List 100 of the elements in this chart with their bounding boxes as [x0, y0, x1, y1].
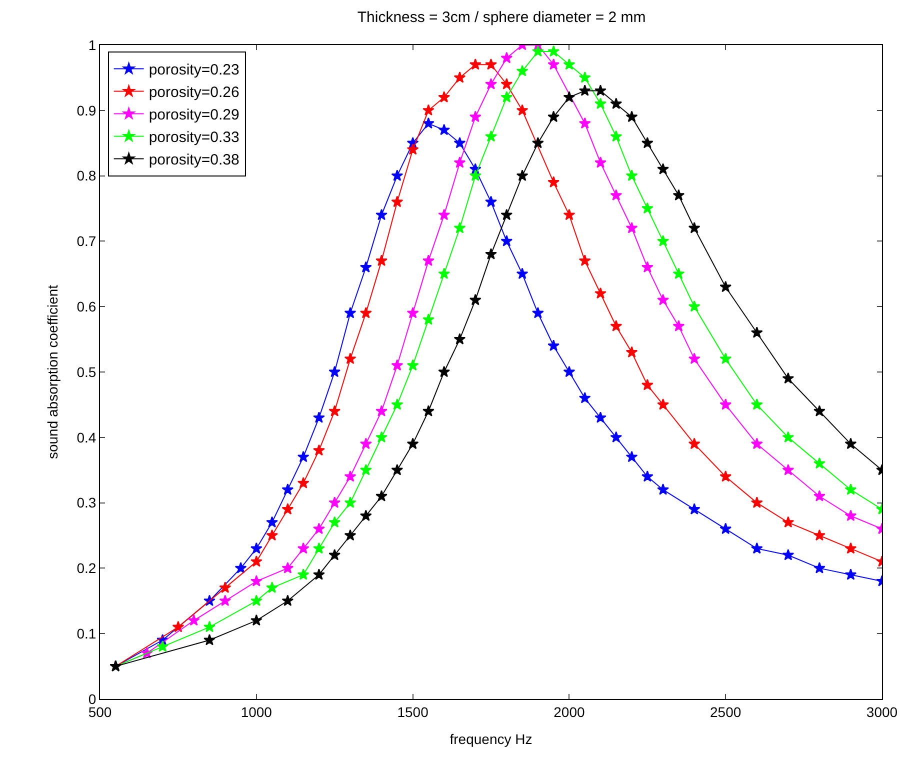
point	[438, 91, 450, 102]
point	[500, 91, 513, 102]
point	[750, 542, 763, 554]
x-tick-label: 3000	[866, 704, 898, 720]
point	[188, 614, 200, 626]
point	[641, 202, 654, 214]
point	[594, 412, 606, 423]
point	[657, 163, 669, 174]
point	[485, 78, 497, 90]
point	[814, 562, 826, 574]
point	[297, 542, 310, 554]
point	[500, 52, 513, 64]
point	[376, 208, 388, 220]
point	[626, 346, 638, 358]
point	[391, 196, 404, 208]
y-tick-label: 0.7	[76, 233, 96, 250]
point	[360, 510, 372, 522]
point	[266, 516, 278, 528]
point	[172, 620, 184, 632]
x-tick-label: 2000	[554, 704, 585, 720]
point	[469, 170, 482, 181]
point	[532, 45, 544, 57]
point	[250, 614, 262, 626]
point	[282, 503, 294, 514]
point	[500, 208, 513, 220]
point	[688, 300, 700, 312]
point	[750, 326, 763, 338]
point	[563, 58, 576, 70]
point	[641, 378, 654, 390]
point	[672, 268, 685, 280]
point	[376, 405, 388, 416]
point	[516, 64, 528, 76]
x-tick-label: 1000	[240, 704, 272, 720]
point	[469, 294, 482, 306]
point	[454, 136, 466, 148]
point	[406, 143, 419, 155]
point	[313, 542, 325, 554]
y-tick-label: 0.4	[76, 429, 96, 446]
point	[548, 176, 560, 188]
point	[391, 359, 404, 371]
point	[313, 412, 325, 423]
point	[657, 398, 669, 410]
point	[485, 196, 497, 208]
point	[720, 398, 732, 410]
y-tick-label: 0.6	[76, 298, 96, 314]
legend-label: porosity=0.33	[148, 129, 240, 146]
point	[578, 254, 591, 266]
point	[516, 170, 528, 181]
point	[282, 562, 294, 574]
point	[376, 254, 388, 266]
point	[610, 189, 622, 201]
point	[750, 398, 763, 410]
point	[454, 156, 466, 168]
point	[250, 542, 262, 554]
x-tick-label: 1500	[397, 704, 429, 720]
point	[657, 484, 669, 495]
point	[297, 568, 310, 580]
point	[360, 438, 372, 450]
point	[578, 84, 591, 96]
point	[594, 287, 606, 299]
point	[422, 117, 434, 129]
point	[578, 117, 591, 129]
point	[250, 575, 262, 586]
point	[688, 503, 700, 514]
y-axis-title: sound absorption coefficient	[44, 284, 60, 460]
point	[282, 484, 294, 495]
point	[376, 431, 388, 443]
point	[563, 91, 576, 102]
point	[204, 620, 216, 632]
point	[626, 450, 638, 462]
point	[782, 516, 794, 528]
y-tick-label: 0.3	[76, 494, 96, 511]
point	[626, 170, 638, 181]
point	[844, 484, 857, 495]
point	[688, 438, 700, 450]
point	[328, 548, 341, 560]
point	[406, 438, 419, 450]
point	[563, 366, 576, 378]
point	[219, 582, 232, 593]
y-tick-label: 0.2	[76, 560, 96, 576]
point	[313, 444, 325, 456]
point	[344, 306, 356, 318]
y-tick-label: 0.9	[76, 102, 96, 118]
point	[438, 124, 450, 136]
point	[469, 58, 482, 70]
point	[391, 398, 404, 410]
y-tick-label: 0.1	[76, 626, 96, 642]
point	[844, 542, 857, 554]
point	[438, 208, 450, 220]
point	[422, 104, 434, 116]
point	[266, 529, 278, 541]
point	[250, 555, 262, 567]
point	[844, 438, 857, 450]
point	[297, 450, 310, 462]
x-axis-title: frequency Hz	[450, 731, 532, 748]
point	[156, 640, 168, 652]
point	[360, 464, 372, 476]
point	[548, 45, 560, 57]
point	[610, 320, 622, 332]
legend-label: porosity=0.29	[148, 106, 240, 124]
